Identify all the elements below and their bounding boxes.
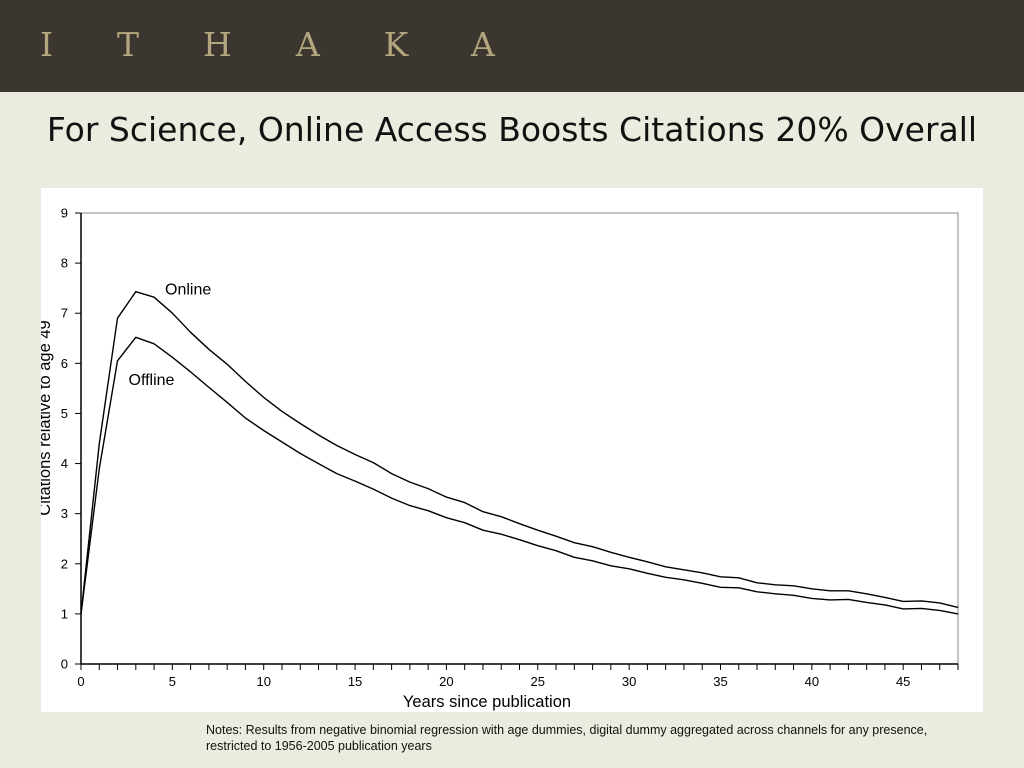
series-line-online bbox=[80, 290, 959, 614]
x-tick-label: 20 bbox=[439, 674, 453, 689]
ithaka-logo: ITHAKA bbox=[40, 25, 559, 64]
x-tick-label: 35 bbox=[713, 674, 727, 689]
notes-text: Notes: Results from negative binomial re… bbox=[206, 723, 928, 753]
y-tick-label: 6 bbox=[61, 356, 68, 371]
y-tick-label: 8 bbox=[61, 256, 68, 271]
y-tick-label: 2 bbox=[61, 556, 68, 571]
line-chart: 0 5 10 15 20 25 30 35 40 450123456789OnlineOfflin… bbox=[41, 206, 959, 711]
x-tick-label: 40 bbox=[805, 674, 819, 689]
x-tick-label: 45 bbox=[896, 674, 910, 689]
y-tick-label: 4 bbox=[61, 456, 68, 471]
y-axis-title: Citations relative to age 49 bbox=[41, 320, 54, 515]
y-tick-label: 9 bbox=[61, 206, 68, 221]
x-tick-label: 5 bbox=[169, 674, 176, 689]
y-tick-label: 3 bbox=[61, 506, 68, 521]
series-annotation-online: Online bbox=[165, 282, 211, 299]
series-line-offline bbox=[80, 336, 959, 615]
y-tick-label: 1 bbox=[61, 606, 68, 621]
x-axis-title: Years since publication bbox=[403, 693, 571, 711]
x-tick-label: 25 bbox=[531, 674, 545, 689]
slide-title: For Science, Online Access Boosts Citati… bbox=[46, 110, 978, 149]
header-bar: ITHAKA bbox=[0, 0, 1024, 92]
x-tick-label: 0 bbox=[77, 674, 84, 689]
x-tick-label: 10 bbox=[256, 674, 270, 689]
chart-area: 0 5 10 15 20 25 30 35 40 45 0 1 2 3 4 5 6 7 8 9 Online Offlin… bbox=[41, 188, 983, 712]
y-tick-label: 0 bbox=[61, 657, 68, 672]
y-tick-label: 5 bbox=[61, 406, 68, 421]
plot-frame bbox=[80, 212, 959, 665]
x-tick-label: 30 bbox=[622, 674, 636, 689]
series-annotation-offline: Offline bbox=[129, 372, 175, 389]
x-tick-label: 15 bbox=[348, 674, 362, 689]
y-tick-label: 7 bbox=[61, 306, 68, 321]
